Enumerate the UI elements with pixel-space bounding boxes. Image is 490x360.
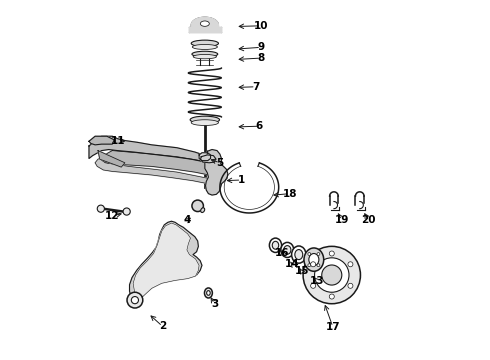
Ellipse shape <box>204 288 212 298</box>
Polygon shape <box>98 150 125 167</box>
Text: 3: 3 <box>211 299 218 309</box>
Circle shape <box>317 264 320 267</box>
Circle shape <box>192 200 203 212</box>
Text: 15: 15 <box>294 266 309 276</box>
Circle shape <box>303 246 361 304</box>
Circle shape <box>308 264 311 267</box>
Text: 12: 12 <box>105 211 120 221</box>
Text: 14: 14 <box>285 259 300 269</box>
Ellipse shape <box>193 54 217 59</box>
Ellipse shape <box>284 246 291 254</box>
Circle shape <box>322 265 342 285</box>
Ellipse shape <box>304 248 324 271</box>
Text: 10: 10 <box>254 21 269 31</box>
Circle shape <box>311 262 316 267</box>
Text: 17: 17 <box>325 322 340 332</box>
Ellipse shape <box>272 241 279 249</box>
Text: 9: 9 <box>258 42 265 52</box>
Text: 20: 20 <box>362 215 376 225</box>
Text: 19: 19 <box>335 215 349 225</box>
Polygon shape <box>100 150 213 176</box>
Text: 8: 8 <box>258 53 265 63</box>
Ellipse shape <box>192 51 218 57</box>
Circle shape <box>315 258 349 292</box>
Circle shape <box>329 251 334 256</box>
Circle shape <box>131 297 139 304</box>
Polygon shape <box>199 153 211 161</box>
Circle shape <box>127 292 143 308</box>
Polygon shape <box>200 155 216 163</box>
Text: 18: 18 <box>283 189 297 199</box>
Ellipse shape <box>281 242 294 257</box>
Ellipse shape <box>200 21 209 26</box>
Circle shape <box>329 294 334 299</box>
Circle shape <box>311 283 316 288</box>
Text: 2: 2 <box>159 321 166 331</box>
Circle shape <box>348 262 353 267</box>
Circle shape <box>348 283 353 288</box>
Ellipse shape <box>295 249 303 260</box>
Ellipse shape <box>191 40 219 46</box>
Text: 5: 5 <box>216 158 223 168</box>
Text: 16: 16 <box>274 248 289 258</box>
Ellipse shape <box>192 44 218 49</box>
Polygon shape <box>89 136 114 145</box>
Polygon shape <box>191 17 219 27</box>
Ellipse shape <box>207 291 210 295</box>
Ellipse shape <box>270 238 282 252</box>
Text: 6: 6 <box>256 121 263 131</box>
Ellipse shape <box>201 208 205 212</box>
Ellipse shape <box>292 246 306 263</box>
Polygon shape <box>95 158 213 184</box>
Polygon shape <box>133 223 199 298</box>
Text: 7: 7 <box>252 82 259 92</box>
Text: 4: 4 <box>184 215 191 225</box>
Circle shape <box>308 253 311 256</box>
Text: 11: 11 <box>110 136 125 145</box>
Polygon shape <box>205 149 228 195</box>
Polygon shape <box>89 136 213 164</box>
Circle shape <box>123 208 130 215</box>
Text: 13: 13 <box>310 276 324 286</box>
Ellipse shape <box>190 116 220 123</box>
Polygon shape <box>129 221 202 305</box>
Ellipse shape <box>191 120 219 126</box>
Text: 1: 1 <box>238 175 245 185</box>
Circle shape <box>317 253 320 256</box>
Circle shape <box>97 205 104 212</box>
Ellipse shape <box>309 253 319 266</box>
